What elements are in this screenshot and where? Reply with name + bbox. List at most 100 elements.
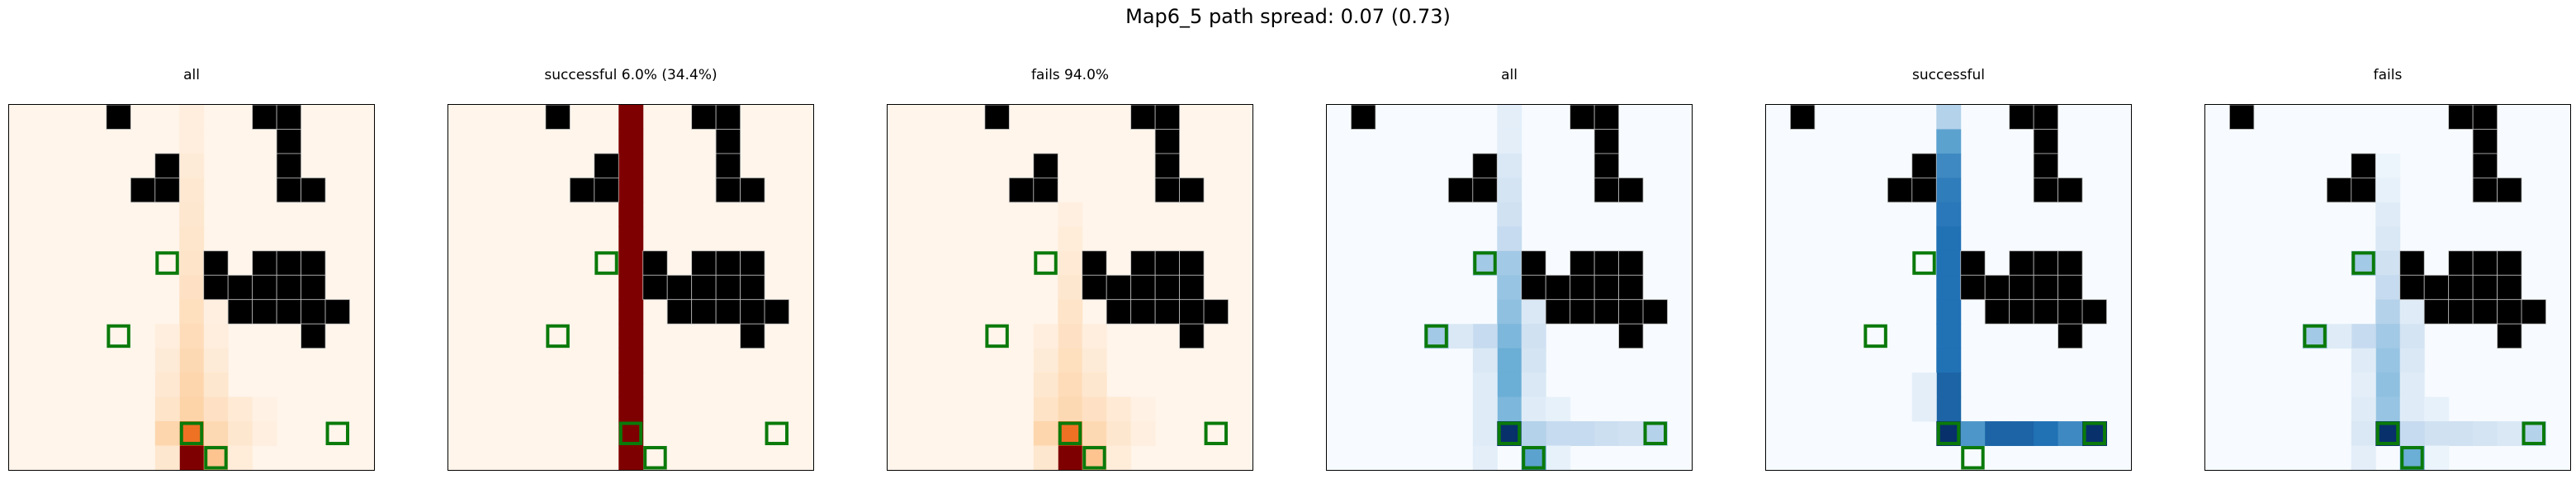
obstacle-cell [2448, 105, 2474, 130]
goal-marker [325, 421, 350, 446]
heat-cell [1497, 348, 1522, 373]
obstacle-cell [106, 105, 131, 130]
heat-cell [1033, 396, 1058, 422]
heat-cell [203, 421, 229, 447]
heat-cell [1497, 396, 1522, 422]
heat-cell [2327, 324, 2352, 349]
obstacle-cell [2472, 153, 2498, 178]
goal-marker [594, 251, 618, 275]
obstacle-cell [301, 274, 326, 301]
heat-cell [203, 324, 229, 349]
obstacle-cell [1033, 153, 1058, 178]
obstacle-cell [1521, 250, 1546, 276]
heat-cell [1546, 396, 1571, 422]
obstacle-cell [2472, 129, 2498, 154]
obstacle-cell [1130, 274, 1156, 301]
obstacle-cell [715, 250, 741, 276]
obstacle-cell [2009, 274, 2034, 301]
goal-marker [546, 324, 570, 349]
obstacle-cell [1472, 153, 1498, 178]
heatmap-svg [1766, 105, 2131, 470]
goal-marker [1863, 324, 1887, 349]
heat-cell [2351, 324, 2376, 349]
heat-cell [2424, 421, 2450, 447]
heat-cell [618, 324, 644, 349]
heat-cell [1594, 421, 1620, 447]
heatmap-grid [1765, 104, 2132, 471]
obstacle-cell [1154, 299, 1180, 325]
obstacle-cell [1618, 323, 1644, 349]
obstacle-cell [1521, 274, 1546, 301]
obstacle-cell [1545, 299, 1571, 325]
obstacle-cell [301, 323, 326, 349]
obstacle-cell [1179, 274, 1205, 301]
heat-cell [1106, 396, 1132, 422]
heat-cell [1472, 421, 1498, 447]
goal-marker [1936, 421, 1961, 446]
obstacle-cell [2033, 178, 2058, 203]
obstacle-cell [2497, 323, 2522, 349]
heat-cell [2399, 348, 2425, 373]
obstacle-cell [691, 250, 717, 276]
obstacle-cell [2057, 299, 2083, 325]
heat-cell [2375, 202, 2401, 227]
heat-cell [1936, 372, 1962, 398]
obstacle-cell [227, 274, 253, 301]
obstacle-cell [740, 299, 765, 325]
heat-cell [618, 396, 644, 422]
heat-cell [2375, 372, 2401, 398]
heat-cell [179, 275, 205, 301]
goal-marker [2375, 421, 2400, 446]
heat-cell [1472, 372, 1498, 398]
heat-cell [618, 129, 644, 154]
obstacle-cell [1154, 274, 1180, 301]
heat-cell [1936, 202, 1962, 227]
obstacle-cell [2057, 178, 2083, 203]
heat-cell [2375, 324, 2401, 349]
obstacle-cell [2472, 299, 2498, 325]
obstacle-cell [1154, 250, 1180, 276]
obstacle-cell [2326, 178, 2352, 203]
heatmap-panel-2: successful 6.0% (34.4%) [447, 66, 814, 476]
panel-title: successful 6.0% (34.4%) [544, 67, 717, 83]
heat-cell [1106, 421, 1132, 447]
obstacle-cell [2009, 299, 2034, 325]
heat-cell [154, 445, 180, 470]
obstacle-cell [2229, 105, 2255, 130]
heat-cell [228, 421, 253, 447]
heat-cell [618, 275, 644, 301]
heat-cell [179, 153, 205, 178]
obstacle-cell [1911, 178, 1937, 203]
obstacle-cell [1570, 250, 1595, 276]
heat-cell [2034, 421, 2059, 447]
heat-cell [179, 299, 205, 325]
obstacle-cell [1154, 178, 1180, 203]
obstacle-cell [1960, 250, 1986, 276]
obstacle-cell [1545, 274, 1571, 301]
heat-cell [2351, 396, 2376, 422]
goal-marker [1058, 421, 1082, 446]
obstacle-cell [252, 274, 277, 301]
obstacle-cell [715, 274, 741, 301]
obstacle-cell [276, 153, 301, 178]
heat-cell [1130, 396, 1156, 422]
heat-cell [1082, 372, 1107, 398]
heat-cell [1497, 299, 1522, 325]
heat-cell [2375, 178, 2401, 203]
heat-cell [2375, 250, 2401, 276]
obstacle-cell [545, 105, 571, 130]
heatmap-panel-6: fails [2204, 66, 2571, 476]
heat-cell [203, 372, 229, 398]
heat-cell [252, 421, 277, 447]
obstacle-cell [130, 178, 156, 203]
obstacle-cell [715, 178, 741, 203]
goal-marker [2400, 446, 2424, 470]
obstacle-cell [740, 274, 765, 301]
heat-cell [2448, 421, 2474, 447]
obstacle-cell [715, 153, 741, 178]
obstacle-cell [1106, 299, 1132, 325]
heat-cell [1521, 299, 1546, 325]
obstacle-cell [691, 105, 717, 130]
heat-cell [1058, 202, 1083, 227]
heat-cell [618, 348, 644, 373]
